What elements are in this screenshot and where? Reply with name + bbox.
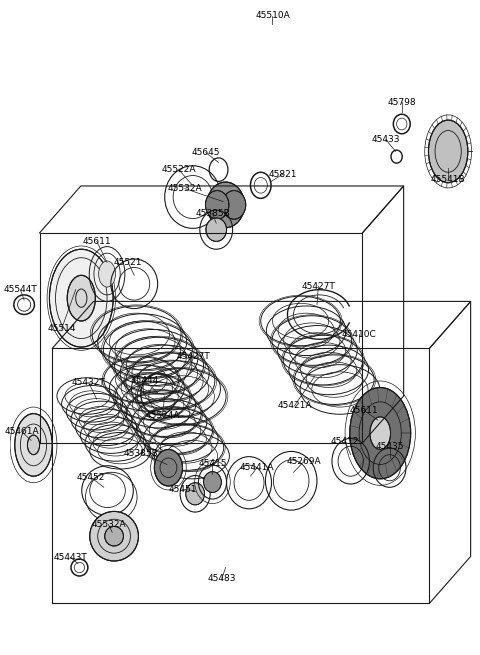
- Text: 45385B: 45385B: [195, 209, 230, 218]
- Ellipse shape: [27, 435, 39, 455]
- Text: 45522A: 45522A: [161, 165, 196, 174]
- Text: 45544T: 45544T: [3, 285, 37, 294]
- Text: 45510A: 45510A: [255, 11, 290, 20]
- Text: 45532A: 45532A: [168, 184, 202, 193]
- Text: 45410C: 45410C: [342, 329, 376, 339]
- Ellipse shape: [67, 275, 96, 321]
- Ellipse shape: [105, 527, 123, 546]
- Text: 45432T: 45432T: [72, 379, 106, 388]
- Ellipse shape: [98, 261, 116, 287]
- Text: 45269A: 45269A: [287, 457, 322, 466]
- Text: 45514: 45514: [48, 324, 76, 333]
- Text: 45443T: 45443T: [53, 553, 87, 561]
- Ellipse shape: [90, 512, 138, 561]
- Text: 45385B: 45385B: [124, 449, 159, 458]
- Ellipse shape: [396, 118, 407, 130]
- Text: 45451: 45451: [168, 485, 197, 494]
- Ellipse shape: [206, 218, 227, 242]
- Text: 45427T: 45427T: [301, 282, 335, 291]
- Text: 45427T: 45427T: [177, 352, 211, 362]
- Ellipse shape: [15, 413, 52, 476]
- Text: 45452: 45452: [77, 473, 105, 482]
- Text: 45645: 45645: [192, 148, 220, 157]
- Text: 45444: 45444: [131, 377, 159, 386]
- Text: 45433: 45433: [372, 135, 400, 144]
- Ellipse shape: [207, 182, 244, 228]
- Ellipse shape: [186, 483, 204, 505]
- Ellipse shape: [49, 250, 113, 347]
- Ellipse shape: [204, 472, 221, 493]
- Text: 45821: 45821: [268, 170, 297, 179]
- Ellipse shape: [370, 417, 391, 449]
- Text: 45421A: 45421A: [277, 402, 312, 410]
- Ellipse shape: [350, 388, 411, 479]
- Ellipse shape: [254, 178, 267, 193]
- Text: 45532A: 45532A: [91, 520, 126, 529]
- Text: 45798: 45798: [387, 98, 416, 107]
- Ellipse shape: [429, 120, 468, 183]
- Text: 45541B: 45541B: [431, 175, 466, 184]
- Text: 45483: 45483: [208, 574, 236, 583]
- Text: 45412: 45412: [331, 437, 359, 446]
- Text: 45435: 45435: [375, 442, 404, 451]
- Ellipse shape: [205, 191, 229, 219]
- Text: 45521: 45521: [114, 258, 143, 267]
- Text: 45415: 45415: [198, 458, 227, 468]
- Text: 45611: 45611: [83, 237, 111, 246]
- Text: 45461A: 45461A: [4, 427, 39, 436]
- Ellipse shape: [222, 191, 246, 219]
- Ellipse shape: [155, 449, 182, 486]
- Text: 45441A: 45441A: [240, 463, 274, 472]
- Text: 45611: 45611: [349, 406, 378, 415]
- Text: 45524A: 45524A: [145, 411, 180, 420]
